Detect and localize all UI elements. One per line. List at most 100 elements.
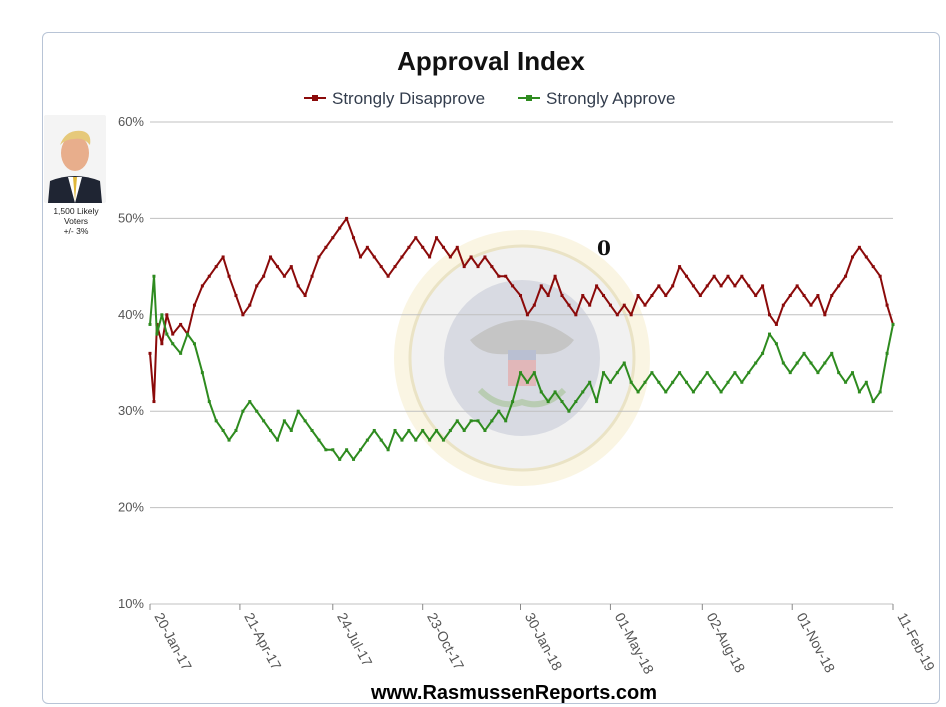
data-point xyxy=(602,294,606,298)
data-point xyxy=(148,322,152,326)
data-point xyxy=(435,428,439,432)
data-point xyxy=(525,380,529,384)
data-point xyxy=(476,419,480,423)
data-point xyxy=(636,294,640,298)
y-tick-label: 30% xyxy=(118,403,144,418)
data-point xyxy=(795,361,799,365)
data-point xyxy=(643,380,647,384)
data-point xyxy=(365,438,369,442)
data-point xyxy=(358,448,362,452)
data-point xyxy=(671,284,675,288)
data-point xyxy=(275,438,279,442)
data-point xyxy=(608,303,612,307)
data-point xyxy=(241,313,245,317)
legend-item-strongly-disapprove[interactable]: Strongly Disapprove xyxy=(304,89,485,108)
data-point xyxy=(816,294,820,298)
legend-label: Strongly Disapprove xyxy=(332,89,485,108)
data-point xyxy=(421,428,425,432)
data-point xyxy=(581,390,585,394)
data-point xyxy=(754,294,758,298)
legend-item-strongly-approve[interactable]: Strongly Approve xyxy=(518,89,675,108)
data-point xyxy=(532,303,536,307)
data-point xyxy=(345,216,349,220)
data-point xyxy=(338,226,342,230)
data-point xyxy=(615,371,619,375)
legend-marker xyxy=(312,95,318,101)
y-tick-label: 60% xyxy=(118,114,144,129)
x-tick-label: 20-Jan-17 xyxy=(151,610,195,673)
data-point xyxy=(155,332,159,336)
data-point xyxy=(310,428,314,432)
data-point xyxy=(448,428,452,432)
data-point xyxy=(643,303,647,307)
data-point xyxy=(386,274,390,278)
data-point xyxy=(303,294,307,298)
data-point xyxy=(546,294,550,298)
data-point xyxy=(705,284,709,288)
data-point xyxy=(227,438,231,442)
data-point xyxy=(393,265,397,269)
data-point xyxy=(331,236,335,240)
data-point xyxy=(255,409,259,413)
data-point xyxy=(733,371,737,375)
data-point xyxy=(504,274,508,278)
data-point xyxy=(678,265,682,269)
data-point xyxy=(823,313,827,317)
data-point xyxy=(774,342,778,346)
data-point xyxy=(740,274,744,278)
footer-url[interactable]: www.RasmussenReports.com xyxy=(370,682,657,704)
data-point xyxy=(816,371,820,375)
data-point xyxy=(407,428,411,432)
data-point xyxy=(152,274,156,278)
data-point xyxy=(761,351,765,355)
data-point xyxy=(719,284,723,288)
data-point xyxy=(179,322,183,326)
data-point xyxy=(539,390,543,394)
data-point xyxy=(490,265,494,269)
data-point xyxy=(192,303,196,307)
data-point xyxy=(469,419,473,423)
x-tick-label: 21-Apr-17 xyxy=(241,610,284,673)
data-point xyxy=(317,438,321,442)
data-point xyxy=(345,448,349,452)
data-point xyxy=(830,351,834,355)
data-point xyxy=(740,380,744,384)
data-point xyxy=(462,428,466,432)
data-point xyxy=(379,438,383,442)
data-point xyxy=(553,390,557,394)
data-point xyxy=(657,284,661,288)
data-point xyxy=(574,313,578,317)
data-point xyxy=(588,380,592,384)
data-point xyxy=(837,284,841,288)
data-point xyxy=(269,428,273,432)
data-point xyxy=(685,380,689,384)
data-point xyxy=(719,390,723,394)
data-point xyxy=(317,255,321,259)
data-point xyxy=(414,438,418,442)
data-point xyxy=(885,303,889,307)
data-point xyxy=(726,274,730,278)
data-point xyxy=(421,245,425,249)
data-point xyxy=(871,265,875,269)
data-point xyxy=(255,284,259,288)
data-point xyxy=(148,351,152,355)
data-point xyxy=(878,274,882,278)
data-point xyxy=(358,255,362,259)
data-point xyxy=(483,428,487,432)
data-point xyxy=(622,361,626,365)
data-point xyxy=(483,255,487,259)
data-point xyxy=(221,428,225,432)
data-point xyxy=(186,332,190,336)
data-point xyxy=(310,274,314,278)
data-point xyxy=(636,390,640,394)
data-point xyxy=(629,380,633,384)
data-point xyxy=(885,351,889,355)
data-point xyxy=(234,294,238,298)
data-point xyxy=(622,303,626,307)
data-point xyxy=(428,255,432,259)
data-point xyxy=(476,265,480,269)
data-point xyxy=(504,419,508,423)
presidential-seal-watermark xyxy=(394,230,650,486)
data-point xyxy=(726,380,730,384)
data-point xyxy=(532,371,536,375)
